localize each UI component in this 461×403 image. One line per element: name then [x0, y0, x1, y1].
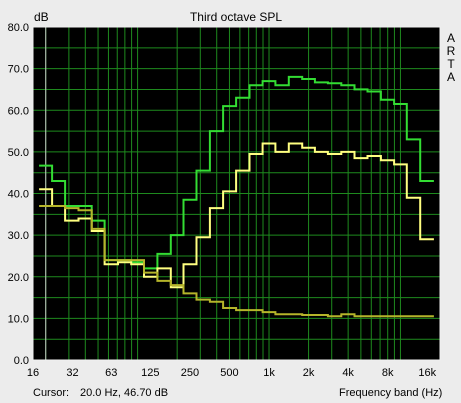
y-tick-label: 20.0	[8, 272, 29, 284]
x-tick-label: 16	[27, 367, 39, 379]
y-axis-ticks: 0.0 10.0 20.0 30.0 40.0 50.0 60.0 70.0 80.0	[8, 22, 29, 367]
y-tick-label: 50.0	[8, 147, 29, 159]
series-line-3	[39, 205, 434, 318]
x-tick-label: 1k	[263, 367, 275, 379]
y-tick-label: 10.0	[8, 313, 29, 325]
frequency-axis-caption: Frequency band (Hz)	[339, 387, 443, 399]
chart-title: Third octave SPL	[190, 10, 282, 24]
x-tick-label: 250	[181, 367, 199, 379]
plot-frame	[32, 26, 441, 361]
x-tick-label: 16k	[418, 367, 436, 379]
y-tick-label: 30.0	[8, 230, 29, 242]
x-tick-label: 500	[220, 367, 238, 379]
brand-letter: R	[447, 44, 456, 58]
x-tick-label: 8k	[382, 367, 394, 379]
x-tick-label: 2k	[303, 367, 315, 379]
x-axis-ticks: 16 32 63 125 250 500 1k 2k 4k 8k 16k	[27, 367, 437, 379]
cursor-readout: 20.0 Hz, 46.70 dB	[80, 387, 169, 399]
y-axis-unit-label: dB	[34, 10, 49, 24]
brand-letter: A	[447, 70, 455, 84]
y-tick-label: 0.0	[14, 355, 29, 367]
cursor-label: Cursor:	[33, 387, 70, 399]
x-tick-label: 4k	[342, 367, 354, 379]
x-tick-label: 125	[141, 367, 159, 379]
brand-letter: T	[447, 57, 455, 71]
x-tick-label: 63	[105, 367, 117, 379]
y-tick-label: 60.0	[8, 105, 29, 117]
x-tick-label: 32	[66, 367, 78, 379]
brand-letter: A	[447, 31, 455, 45]
series-layer	[39, 75, 434, 318]
y-tick-label: 70.0	[8, 64, 29, 76]
y-tick-label: 80.0	[8, 22, 29, 34]
y-tick-label: 40.0	[8, 189, 29, 201]
